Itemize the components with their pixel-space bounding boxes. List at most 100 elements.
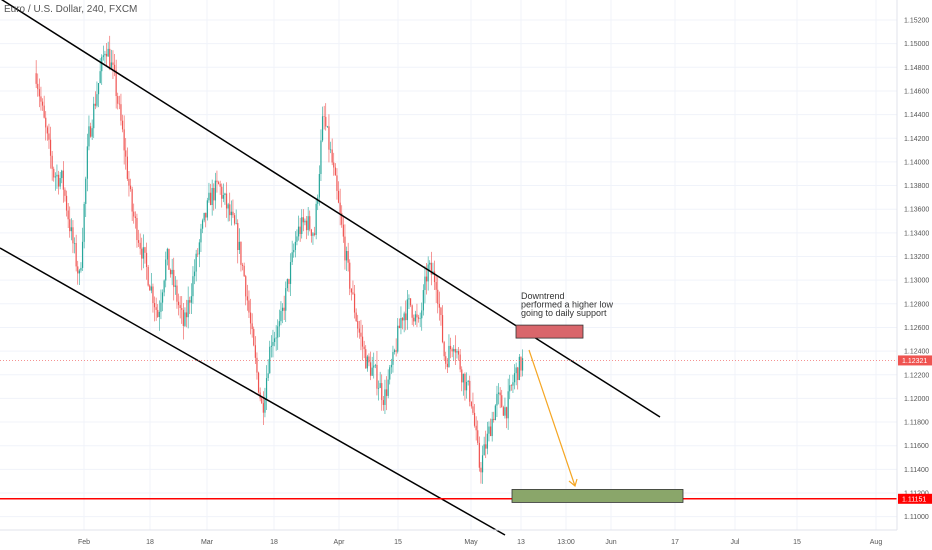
- candle-body: [381, 383, 383, 401]
- candle-body: [485, 444, 487, 449]
- candle-body: [88, 126, 90, 147]
- candle-body: [67, 210, 69, 220]
- candle-body: [422, 290, 424, 311]
- candle-body: [502, 407, 504, 416]
- candle-body: [488, 426, 490, 434]
- candle-body: [312, 233, 314, 236]
- candle-body: [355, 312, 357, 322]
- candle-body: [373, 365, 375, 368]
- y-tick-label: 1.12200: [904, 372, 929, 379]
- candle-body: [174, 285, 176, 287]
- candle-body: [411, 305, 413, 318]
- candle-body: [277, 326, 279, 338]
- candle-body: [366, 356, 368, 369]
- candle-body: [261, 398, 263, 404]
- candle-body: [328, 126, 330, 150]
- candle-body: [288, 279, 290, 284]
- candle-body: [150, 286, 152, 291]
- candle-body: [387, 379, 389, 396]
- candle-body: [37, 83, 39, 90]
- candle-body: [64, 189, 66, 196]
- candle-body: [157, 309, 159, 318]
- current-price-value: 1.12321: [902, 358, 927, 365]
- candle-body: [187, 300, 189, 318]
- candle-body: [89, 126, 92, 137]
- y-tick-label: 1.14000: [904, 159, 929, 166]
- candle-body: [195, 253, 197, 272]
- candle-body: [179, 305, 181, 309]
- candle-body: [331, 149, 333, 163]
- projection-arrow-line: [528, 349, 576, 487]
- candle-body: [443, 342, 445, 357]
- candle-body: [104, 53, 106, 56]
- candle-body: [336, 175, 338, 191]
- candle-body: [313, 233, 316, 235]
- candle-body: [462, 373, 464, 383]
- candle-body: [491, 418, 493, 437]
- candle-body: [240, 241, 242, 265]
- candle-body: [406, 299, 408, 321]
- price-axis[interactable]: 1.15200 1.15000 1.14800 1.14600 1.14400 1.142…: [904, 18, 929, 522]
- candle-body: [264, 398, 266, 413]
- candle-body: [256, 357, 258, 373]
- candle-body: [363, 346, 365, 350]
- candle-body: [80, 267, 82, 271]
- x-tick-label: 18: [270, 539, 278, 546]
- candle-body: [521, 358, 524, 371]
- candle-body: [118, 103, 120, 105]
- candle-body: [158, 311, 160, 318]
- candle-body: [424, 276, 426, 291]
- candle-body: [398, 325, 400, 329]
- x-tick-label: Aug: [870, 539, 883, 546]
- current-price-tag: [898, 355, 932, 366]
- candle-body: [345, 250, 348, 261]
- target-zone-box: [511, 489, 684, 503]
- y-tick-label: 1.14200: [904, 136, 929, 143]
- resistance-zone-box: [515, 324, 584, 339]
- candle-body: [102, 55, 104, 57]
- candle-body: [192, 276, 194, 297]
- candle-body: [379, 383, 381, 388]
- x-tick-label: May: [464, 539, 478, 546]
- drawings: [0, 0, 897, 536]
- candle-body: [416, 314, 418, 318]
- channel-upper-line: [0, 0, 661, 418]
- x-tick-label: 18: [146, 539, 154, 546]
- candle-body: [219, 183, 221, 187]
- time-axis[interactable]: Feb 18 Mar 18 Apr 15 May 13 13:00 Jun 17 Jul 15 Aug: [78, 539, 882, 546]
- y-tick-label: 1.12400: [904, 349, 929, 356]
- candle-body: [486, 433, 488, 449]
- candle-body: [41, 101, 44, 106]
- candle-body: [459, 354, 461, 370]
- candle-body: [227, 204, 229, 209]
- candle-body: [318, 174, 320, 198]
- candle-body: [371, 367, 373, 376]
- candle-body: [448, 345, 450, 368]
- y-tick-label: 1.15200: [904, 18, 929, 25]
- candle-body: [446, 363, 448, 368]
- candle-body: [235, 223, 237, 224]
- candle-body: [224, 193, 226, 196]
- candle-body: [203, 212, 205, 221]
- candle-body: [472, 406, 474, 413]
- candle-body: [358, 328, 360, 333]
- candle-body: [53, 168, 55, 178]
- candle-body: [281, 307, 284, 311]
- candle-body: [481, 455, 484, 473]
- candle-body: [453, 348, 455, 352]
- candle-body: [131, 189, 133, 212]
- candle-body: [441, 315, 444, 343]
- x-tick-label: 13: [517, 539, 525, 546]
- candle-body: [85, 178, 87, 204]
- candle-body: [112, 62, 114, 65]
- candle-body: [129, 185, 132, 190]
- candle-body: [504, 407, 506, 416]
- x-tick-label: 13:00: [557, 539, 575, 546]
- candle-body: [262, 403, 264, 413]
- candle-body: [427, 264, 429, 282]
- candle-body: [310, 229, 312, 236]
- candle-body: [251, 323, 253, 330]
- x-tick-label: 15: [793, 539, 801, 546]
